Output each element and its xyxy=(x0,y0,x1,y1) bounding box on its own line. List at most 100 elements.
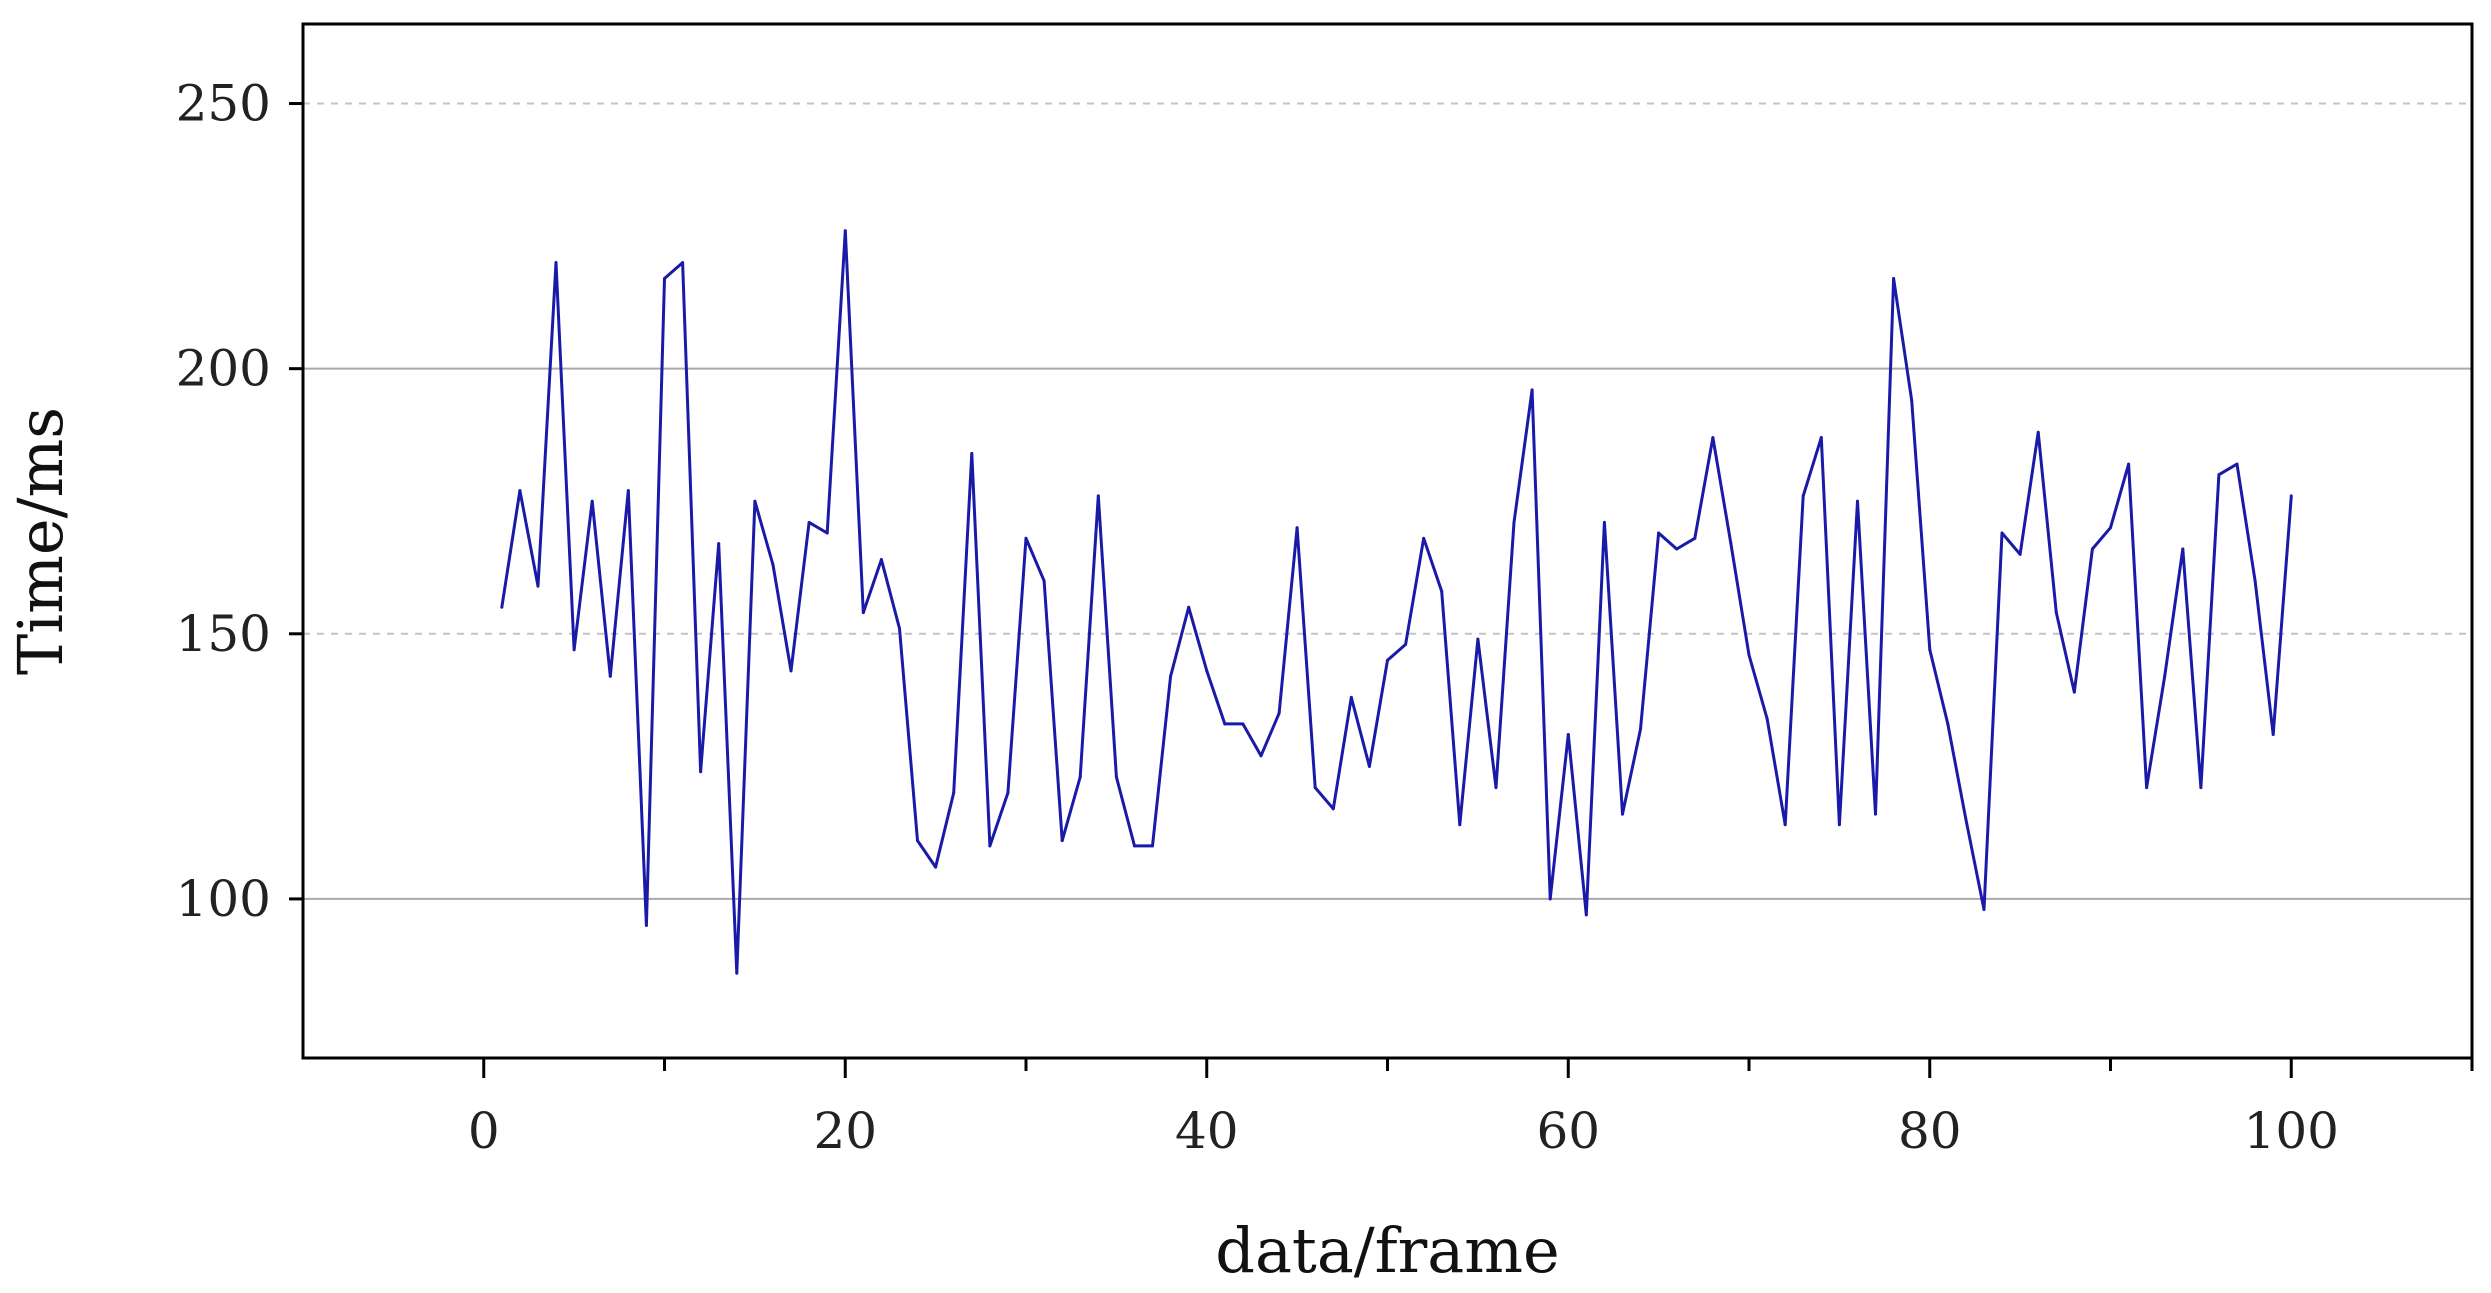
data-point-10 xyxy=(663,277,666,281)
data-point-95 xyxy=(2199,786,2203,790)
data-point-28 xyxy=(988,844,992,848)
data-point-33 xyxy=(1078,775,1082,779)
data-point-59 xyxy=(1548,897,1552,901)
data-point-11 xyxy=(681,261,685,265)
x-tick-label-80: 80 xyxy=(1898,1102,1962,1160)
data-point-77 xyxy=(1874,812,1878,816)
data-point-55 xyxy=(1476,637,1480,641)
data-point-87 xyxy=(2054,611,2058,615)
data-point-44 xyxy=(1277,711,1281,715)
data-point-25 xyxy=(934,865,938,869)
data-point-68 xyxy=(1711,436,1715,440)
data-point-34 xyxy=(1096,494,1100,498)
data-point-3 xyxy=(536,584,540,588)
data-point-8 xyxy=(626,489,630,493)
data-point-82 xyxy=(1964,817,1968,821)
data-point-31 xyxy=(1042,579,1046,583)
data-point-64 xyxy=(1639,727,1643,731)
data-point-65 xyxy=(1657,531,1661,535)
data-point-39 xyxy=(1187,605,1191,609)
data-point-97 xyxy=(2235,462,2239,466)
y-tick-label-200: 200 xyxy=(176,340,271,398)
data-point-83 xyxy=(1982,908,1986,912)
data-point-86 xyxy=(2036,430,2040,434)
data-point-72 xyxy=(1783,823,1787,827)
data-point-89 xyxy=(2090,547,2094,551)
data-point-18 xyxy=(807,520,811,524)
data-point-98 xyxy=(2253,579,2257,583)
data-point-46 xyxy=(1313,786,1317,790)
data-point-74 xyxy=(1819,436,1823,440)
data-point-35 xyxy=(1114,775,1118,779)
data-point-91 xyxy=(2127,462,2131,466)
data-point-7 xyxy=(608,674,612,678)
series-line-0 xyxy=(500,229,2293,975)
data-point-66 xyxy=(1675,547,1679,551)
data-point-93 xyxy=(2163,674,2167,678)
data-point-99 xyxy=(2271,733,2275,737)
data-point-43 xyxy=(1259,754,1263,758)
data-point-12 xyxy=(699,770,703,774)
data-point-81 xyxy=(1946,722,1950,726)
axes xyxy=(289,22,2474,1078)
data-point-63 xyxy=(1620,812,1624,816)
data-point-70 xyxy=(1747,653,1751,657)
data-point-50 xyxy=(1386,658,1389,662)
data-point-2 xyxy=(518,489,522,493)
data-point-57 xyxy=(1512,520,1516,524)
data-point-24 xyxy=(916,839,920,843)
x-tick-label-40: 40 xyxy=(1175,1102,1239,1160)
data-point-100 xyxy=(2289,494,2293,498)
data-point-85 xyxy=(2018,552,2022,556)
data-point-67 xyxy=(1693,536,1697,540)
data-point-15 xyxy=(753,499,757,503)
data-point-56 xyxy=(1494,786,1498,790)
data-point-60 xyxy=(1566,733,1570,737)
data-point-27 xyxy=(970,452,974,456)
y-tick-label-250: 250 xyxy=(176,75,271,133)
data-point-49 xyxy=(1367,764,1371,768)
data-point-84 xyxy=(2000,531,2004,535)
data-point-26 xyxy=(952,791,956,795)
data-point-19 xyxy=(825,531,829,535)
data-point-54 xyxy=(1458,823,1462,827)
x-tick-label-100: 100 xyxy=(2244,1102,2339,1160)
data-point-38 xyxy=(1169,674,1173,678)
gridlines xyxy=(303,102,2472,900)
tick-labels: 100 150 200 250 0 20 40 60 80 100 xyxy=(176,75,2339,1160)
data-point-71 xyxy=(1765,717,1769,721)
data-point-20 xyxy=(843,229,847,233)
data-point-96 xyxy=(2217,473,2221,477)
data-point-41 xyxy=(1223,722,1227,726)
data-point-17 xyxy=(789,669,793,673)
data-point-4 xyxy=(554,261,558,265)
data-point-36 xyxy=(1132,844,1136,848)
x-tick-label-0: 0 xyxy=(468,1102,500,1160)
data-point-52 xyxy=(1422,536,1426,540)
data-point-14 xyxy=(735,971,739,975)
data-point-13 xyxy=(717,542,721,546)
data-point-90 xyxy=(2109,526,2112,530)
x-tick-label-60: 60 xyxy=(1536,1102,1600,1160)
data-point-16 xyxy=(771,563,775,567)
data-point-58 xyxy=(1530,388,1534,392)
data-point-45 xyxy=(1295,526,1299,530)
data-point-42 xyxy=(1241,722,1245,726)
data-point-32 xyxy=(1060,839,1064,843)
data-point-9 xyxy=(644,923,648,927)
data-point-61 xyxy=(1584,913,1588,917)
data-point-62 xyxy=(1602,520,1606,524)
data-point-40 xyxy=(1205,669,1209,673)
y-tick-label-100: 100 xyxy=(176,870,271,928)
data-point-53 xyxy=(1440,589,1444,593)
data-point-29 xyxy=(1006,791,1010,795)
data-point-51 xyxy=(1404,642,1408,646)
data-point-80 xyxy=(1928,648,1932,652)
data-point-22 xyxy=(879,558,883,562)
data-point-88 xyxy=(2072,690,2076,694)
data-point-69 xyxy=(1729,542,1733,546)
data-point-21 xyxy=(861,611,865,615)
y-axis-title: Time/ms xyxy=(4,407,77,675)
